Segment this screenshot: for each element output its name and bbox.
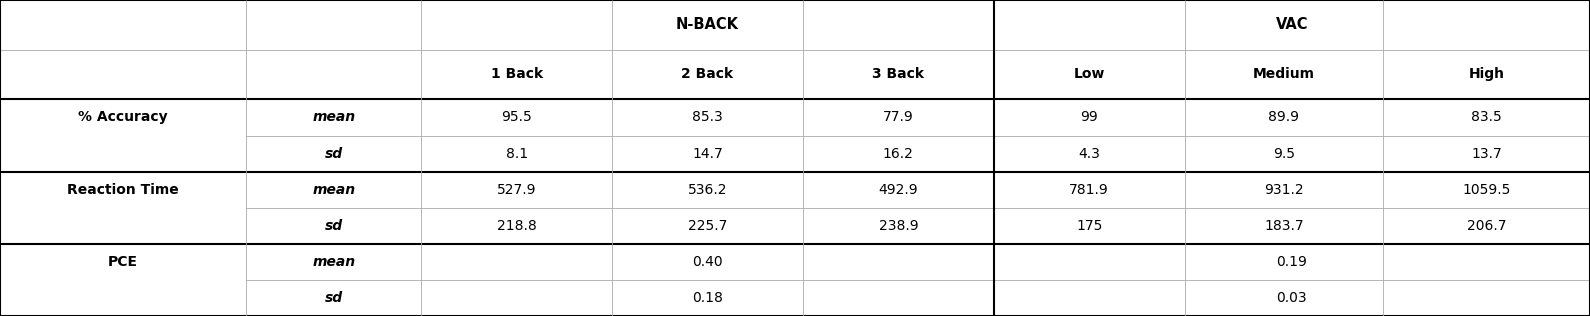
Text: 0.40: 0.40 [692, 255, 723, 269]
Text: mean: mean [312, 255, 356, 269]
Text: High: High [1469, 67, 1504, 82]
Text: Reaction Time: Reaction Time [67, 183, 180, 197]
Text: 4.3: 4.3 [1078, 147, 1100, 161]
Text: N-BACK: N-BACK [676, 17, 739, 32]
Text: Low: Low [1073, 67, 1105, 82]
Text: 238.9: 238.9 [879, 219, 917, 233]
Text: VAC: VAC [1275, 17, 1309, 32]
Text: 225.7: 225.7 [688, 219, 727, 233]
Text: 85.3: 85.3 [692, 110, 723, 125]
Text: 83.5: 83.5 [1471, 110, 1503, 125]
Text: 0.03: 0.03 [1277, 291, 1307, 305]
Text: 14.7: 14.7 [692, 147, 723, 161]
Text: % Accuracy: % Accuracy [78, 110, 169, 125]
Text: 77.9: 77.9 [882, 110, 914, 125]
Text: 175: 175 [1076, 219, 1102, 233]
Text: 99: 99 [1080, 110, 1099, 125]
Text: 781.9: 781.9 [1068, 183, 1110, 197]
Text: 0.19: 0.19 [1277, 255, 1307, 269]
Text: 2 Back: 2 Back [682, 67, 733, 82]
Text: 13.7: 13.7 [1471, 147, 1503, 161]
Text: mean: mean [312, 110, 356, 125]
Text: 8.1: 8.1 [506, 147, 528, 161]
Text: 183.7: 183.7 [1264, 219, 1304, 233]
Text: 16.2: 16.2 [882, 147, 914, 161]
Text: PCE: PCE [108, 255, 138, 269]
Text: 1 Back: 1 Back [491, 67, 542, 82]
Text: 527.9: 527.9 [498, 183, 536, 197]
Text: sd: sd [324, 147, 343, 161]
Text: mean: mean [312, 183, 356, 197]
Text: sd: sd [324, 291, 343, 305]
Text: sd: sd [324, 219, 343, 233]
Text: 95.5: 95.5 [501, 110, 533, 125]
Text: 3 Back: 3 Back [873, 67, 924, 82]
Text: 931.2: 931.2 [1264, 183, 1304, 197]
Text: 0.18: 0.18 [692, 291, 723, 305]
Text: 218.8: 218.8 [496, 219, 536, 233]
Text: 536.2: 536.2 [688, 183, 727, 197]
Text: 492.9: 492.9 [879, 183, 917, 197]
Text: 9.5: 9.5 [1274, 147, 1294, 161]
Text: 206.7: 206.7 [1468, 219, 1506, 233]
Text: 89.9: 89.9 [1269, 110, 1299, 125]
Text: Medium: Medium [1253, 67, 1315, 82]
Text: 1059.5: 1059.5 [1463, 183, 1510, 197]
